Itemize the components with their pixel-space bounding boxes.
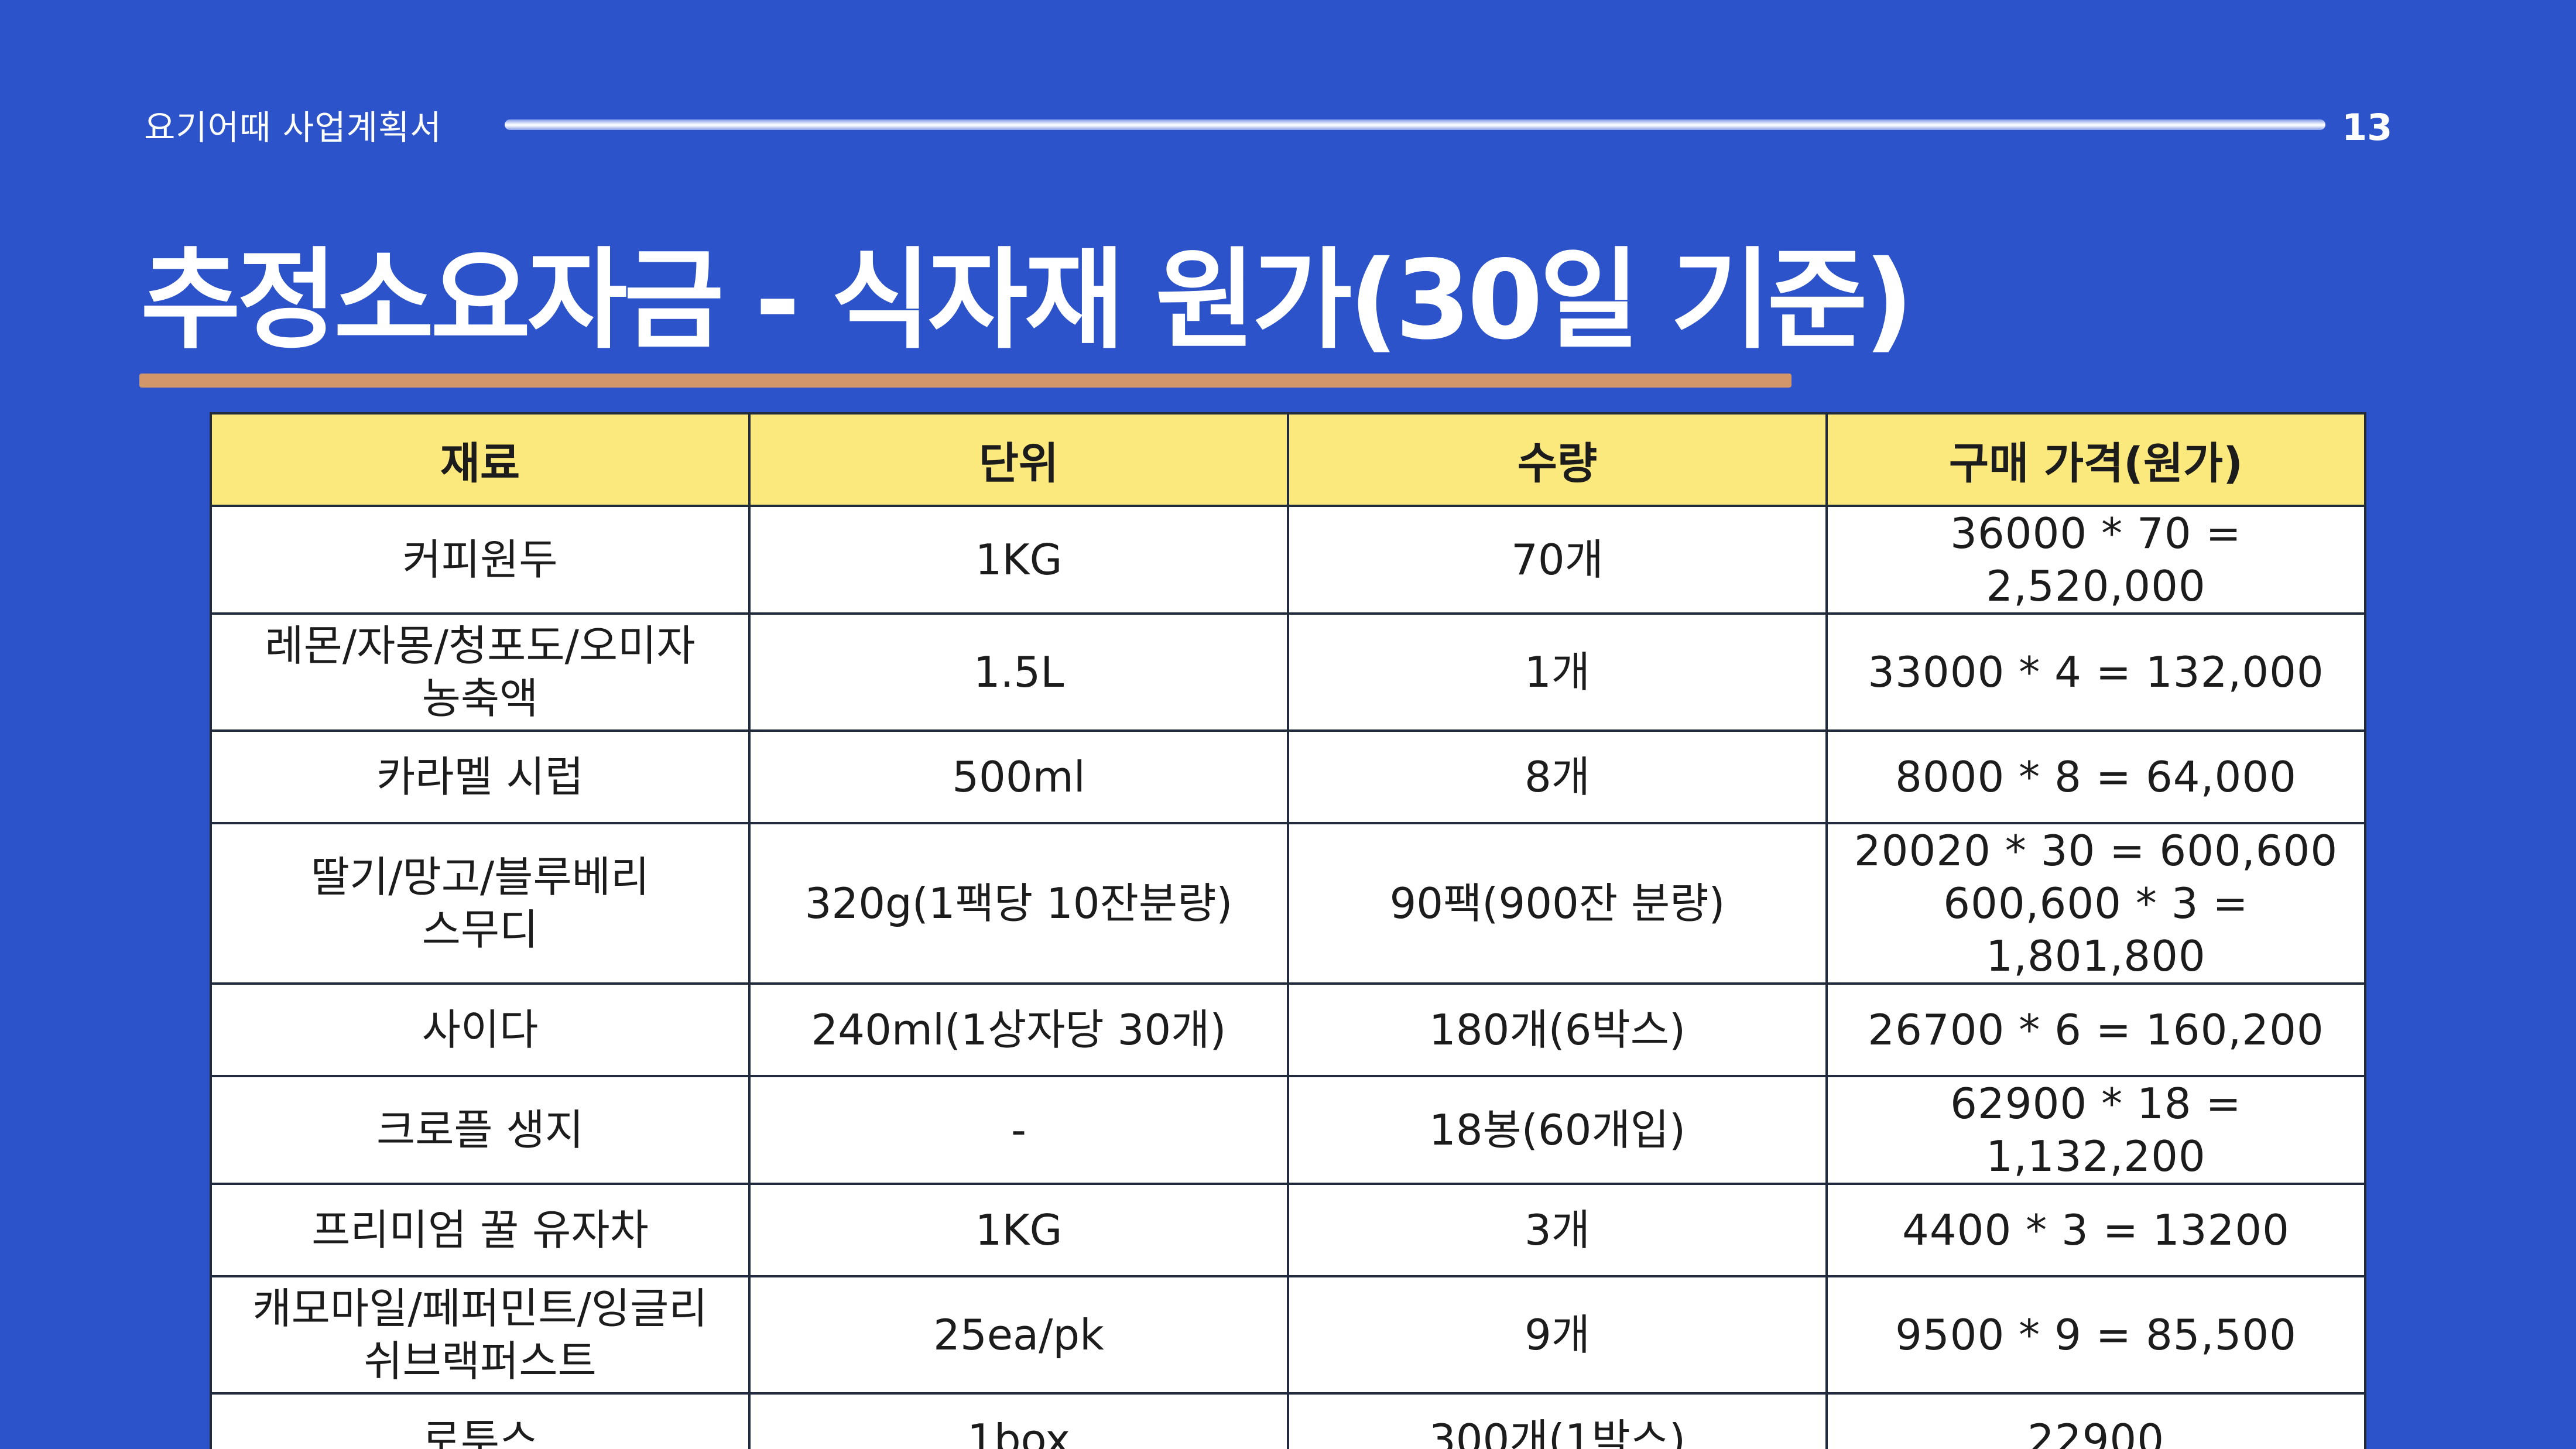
cell-price: 9500 * 9 = 85,500 [1825, 1275, 2366, 1395]
table-row: 캐모마일/페퍼민트/잉글리 쉬브랙퍼스트 25ea/pk 9개 9500 * 9… [210, 1275, 2366, 1395]
cell-unit: 240ml(1상자당 30개) [748, 982, 1289, 1077]
cell-quantity: 9개 [1287, 1275, 1828, 1395]
cell-unit: - [748, 1075, 1289, 1185]
cell-unit: 1KG [748, 1183, 1289, 1277]
cell-price: 33000 * 4 = 132,000 [1825, 612, 2366, 732]
page-number: 13 [2342, 106, 2393, 149]
cell-unit: 1box [748, 1392, 1289, 1449]
document-title: 요기어때 사업계획서 [144, 108, 442, 148]
cell-material: 캐모마일/페퍼민트/잉글리 쉬브랙퍼스트 [210, 1275, 751, 1395]
header-divider-line [505, 119, 2325, 130]
cell-quantity: 300개(1박스) [1287, 1392, 1828, 1449]
cell-price: 26700 * 6 = 160,200 [1825, 982, 2366, 1077]
cell-quantity: 8개 [1287, 729, 1828, 824]
cell-unit: 320g(1팩당 10잔분량) [748, 822, 1289, 985]
cell-unit: 500ml [748, 729, 1289, 824]
cell-material: 사이다 [210, 982, 751, 1077]
column-header-material: 재료 [210, 412, 751, 507]
table-row: 커피원두 1KG 70개 36000 * 70 = 2,520,000 [210, 505, 2366, 615]
cell-unit: 1.5L [748, 612, 1289, 732]
cell-quantity: 90팩(900잔 분량) [1287, 822, 1828, 985]
title-underline [139, 374, 1791, 388]
cell-quantity: 180개(6박스) [1287, 982, 1828, 1077]
cell-price: 62900 * 18 = 1,132,200 [1825, 1075, 2366, 1185]
table-row: 크로플 생지 - 18봉(60개입) 62900 * 18 = 1,132,20… [210, 1075, 2366, 1185]
cost-table-container: 재료 단위 수량 구매 가격(원가) 커피원두 1KG 70개 36000 * … [210, 412, 2366, 1449]
table-row: 레몬/자몽/청포도/오미자 농축액 1.5L 1개 33000 * 4 = 13… [210, 612, 2366, 732]
cell-material: 카라멜 시럽 [210, 729, 751, 824]
table-header-row: 재료 단위 수량 구매 가격(원가) [210, 412, 2366, 507]
cell-material: 프리미엄 꿀 유자차 [210, 1183, 751, 1277]
cell-price: 8000 * 8 = 64,000 [1825, 729, 2366, 824]
cell-price: 20020 * 30 = 600,600 600,600 * 3 = 1,801… [1825, 822, 2366, 985]
table-row: 로투스 1box 300개(1박스) 22900 [210, 1392, 2366, 1449]
column-header-unit: 단위 [748, 412, 1289, 507]
cell-material: 커피원두 [210, 505, 751, 615]
column-header-price: 구매 가격(원가) [1825, 412, 2366, 507]
cell-material: 딸기/망고/블루베리 스무디 [210, 822, 751, 985]
cell-price: 22900 [1825, 1392, 2366, 1449]
table-row: 카라멜 시럽 500ml 8개 8000 * 8 = 64,000 [210, 729, 2366, 824]
cell-price: 36000 * 70 = 2,520,000 [1825, 505, 2366, 615]
cell-quantity: 3개 [1287, 1183, 1828, 1277]
cell-material: 레몬/자몽/청포도/오미자 농축액 [210, 612, 751, 732]
cell-quantity: 1개 [1287, 612, 1828, 732]
cell-price: 4400 * 3 = 13200 [1825, 1183, 2366, 1277]
cell-unit: 1KG [748, 505, 1289, 615]
table-row: 사이다 240ml(1상자당 30개) 180개(6박스) 26700 * 6 … [210, 982, 2366, 1077]
column-header-quantity: 수량 [1287, 412, 1828, 507]
cost-table: 재료 단위 수량 구매 가격(원가) 커피원두 1KG 70개 36000 * … [210, 412, 2366, 1449]
cell-material: 로투스 [210, 1392, 751, 1449]
table-row: 프리미엄 꿀 유자차 1KG 3개 4400 * 3 = 13200 [210, 1183, 2366, 1277]
cell-material: 크로플 생지 [210, 1075, 751, 1185]
cell-quantity: 70개 [1287, 505, 1828, 615]
table-row: 딸기/망고/블루베리 스무디 320g(1팩당 10잔분량) 90팩(900잔 … [210, 822, 2366, 985]
cell-unit: 25ea/pk [748, 1275, 1289, 1395]
cell-quantity: 18봉(60개입) [1287, 1075, 1828, 1185]
page-title: 추정소요자금 - 식자재 원가(30일 기준) [141, 237, 1914, 364]
